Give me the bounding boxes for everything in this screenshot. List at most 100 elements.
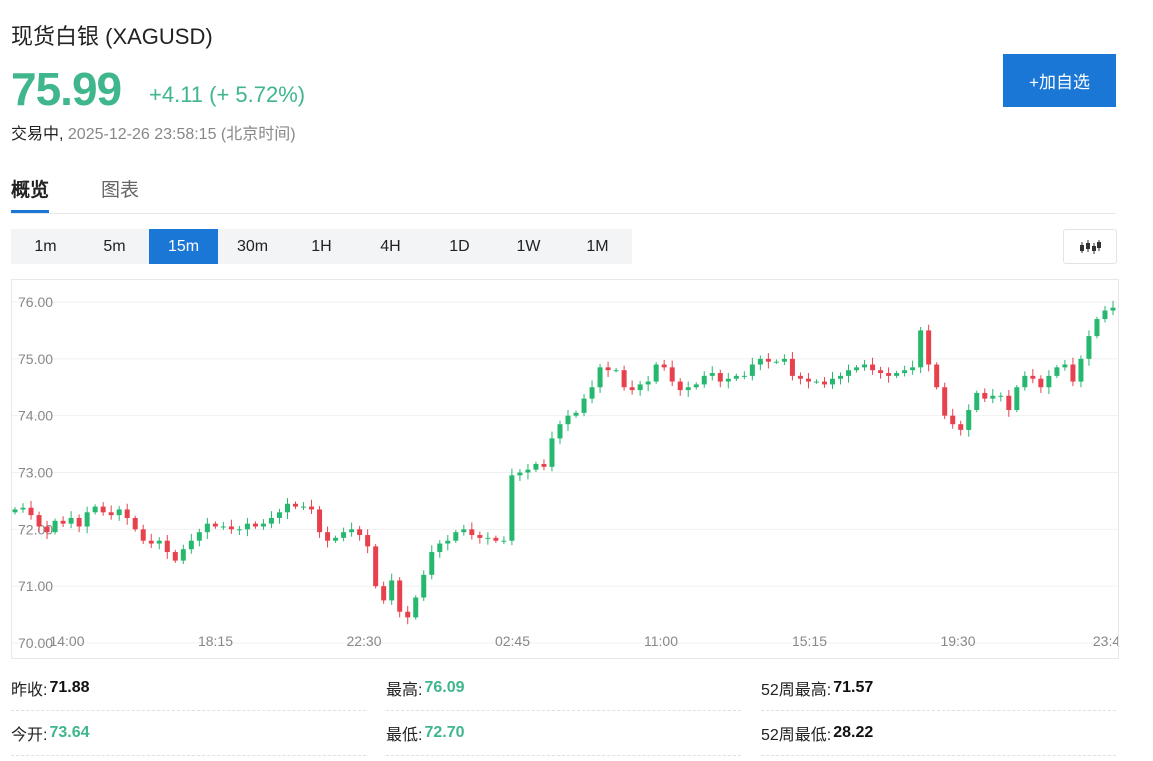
candle-body <box>677 381 683 391</box>
candle-body <box>669 367 675 382</box>
candle-body <box>717 373 723 382</box>
candle-body <box>477 535 483 538</box>
candle-body <box>381 586 387 601</box>
candle-body <box>1070 364 1076 382</box>
candle-body <box>541 463 547 467</box>
candle-body <box>333 537 339 541</box>
add-to-watchlist-button[interactable]: +加自选 <box>1003 54 1116 107</box>
candle-body <box>172 552 178 561</box>
candle-body <box>982 392 988 399</box>
candle-body <box>741 375 747 377</box>
candle-body <box>485 537 491 539</box>
candle-body <box>509 475 515 541</box>
x-tick-label: 11:00 <box>644 633 678 649</box>
candle-body <box>749 364 755 376</box>
candle-body <box>765 358 771 362</box>
timestamp: 2025-12-26 23:58:15 (北京时间) <box>67 126 296 143</box>
stat-open: 今开: 73.64 <box>11 710 366 756</box>
y-tick-label: 74.00 <box>18 408 53 424</box>
candle-body <box>196 532 202 541</box>
period-1h[interactable]: 1H <box>311 237 332 255</box>
candle-body <box>629 387 635 391</box>
status-label: 交易中, <box>11 126 64 143</box>
candle-body <box>942 387 948 416</box>
current-price: 75.99 <box>11 63 122 115</box>
candlestick-chart[interactable]: 76.00 75.00 74.00 73.00 72.00 71.00 70.0014:00… <box>12 280 1118 658</box>
candle-body <box>1038 378 1044 388</box>
candle-body <box>589 387 595 399</box>
stat-low: 最低: 72.70 <box>386 710 741 756</box>
candle-body <box>565 415 571 425</box>
candle-body <box>268 517 274 524</box>
tab-chart[interactable]: 图表 <box>101 180 140 201</box>
candle-body <box>653 364 659 382</box>
candle-body <box>180 549 186 561</box>
stat-value: 76.09 <box>424 678 465 696</box>
candle-body <box>613 370 619 372</box>
candle-body <box>886 373 892 376</box>
stat-value: 28.22 <box>833 723 874 741</box>
candle-body <box>341 532 347 538</box>
stat-label: 最低: <box>386 726 423 744</box>
x-tick-label: 23:4 <box>1093 633 1118 649</box>
tab-overview[interactable]: 概览 <box>11 175 50 213</box>
candle-body <box>525 469 531 473</box>
candle-body <box>501 540 507 542</box>
period-4h[interactable]: 4H <box>380 237 401 255</box>
stat-value: 73.64 <box>49 723 90 741</box>
chart-type-button[interactable] <box>1063 229 1117 264</box>
candle-body <box>148 540 154 544</box>
candle-body <box>1102 310 1108 320</box>
candle-body <box>357 529 363 536</box>
candle-body <box>429 552 435 575</box>
candle-body <box>220 526 226 528</box>
candle-body <box>236 529 242 531</box>
period-15m[interactable]: 15m <box>149 229 218 264</box>
candle-body <box>437 543 443 553</box>
candle-body <box>757 358 763 365</box>
period-30m[interactable]: 30m <box>236 237 269 255</box>
stat-label: 52周最低: <box>761 726 832 744</box>
candle-body <box>228 526 234 530</box>
period-1mo[interactable]: 1M <box>586 237 609 255</box>
candle-body <box>293 503 299 507</box>
candle-body <box>124 509 130 518</box>
period-1d[interactable]: 1D <box>449 237 470 255</box>
candle-body <box>204 523 210 533</box>
candle-body <box>894 373 900 376</box>
candle-body <box>974 392 980 410</box>
candle-body <box>325 532 331 541</box>
price-chart[interactable]: 76.00 75.00 74.00 73.00 72.00 71.00 70.00 14:00… <box>11 279 1119 659</box>
price-change: +4.11 (+ 5.72%) <box>149 82 306 107</box>
stat-label: 昨收: <box>11 681 48 699</box>
candle-body <box>52 520 58 533</box>
candle-body <box>68 517 74 524</box>
period-1w[interactable]: 1W <box>516 237 541 255</box>
stat-value: 71.88 <box>49 678 90 696</box>
candle-body <box>164 540 170 553</box>
candle-body <box>725 378 731 382</box>
candle-body <box>685 387 691 391</box>
candle-body <box>156 540 162 544</box>
tab-bar: 概览 图表 <box>11 170 1116 214</box>
candle-body <box>805 378 811 382</box>
instrument-title: 现货白银 (XAGUSD) <box>11 24 213 49</box>
candle-body <box>28 507 34 516</box>
period-1m[interactable]: 1m <box>34 237 57 255</box>
candle-body <box>950 415 956 425</box>
stat-value: 71.57 <box>833 678 874 696</box>
candle-body <box>733 375 739 379</box>
candle-body <box>621 370 627 388</box>
candle-body <box>821 381 827 385</box>
candle-body <box>100 506 106 513</box>
candle-body <box>1062 364 1068 368</box>
candle-body <box>469 529 475 536</box>
candle-body <box>108 512 114 516</box>
period-5m[interactable]: 5m <box>103 237 126 255</box>
candle-body <box>661 364 667 368</box>
trading-status: 交易中, 2025-12-26 23:58:15 (北京时间) <box>11 120 296 144</box>
candle-body <box>878 370 884 374</box>
candle-body <box>20 507 26 510</box>
candle-body <box>260 523 266 527</box>
candle-body <box>1110 307 1116 311</box>
